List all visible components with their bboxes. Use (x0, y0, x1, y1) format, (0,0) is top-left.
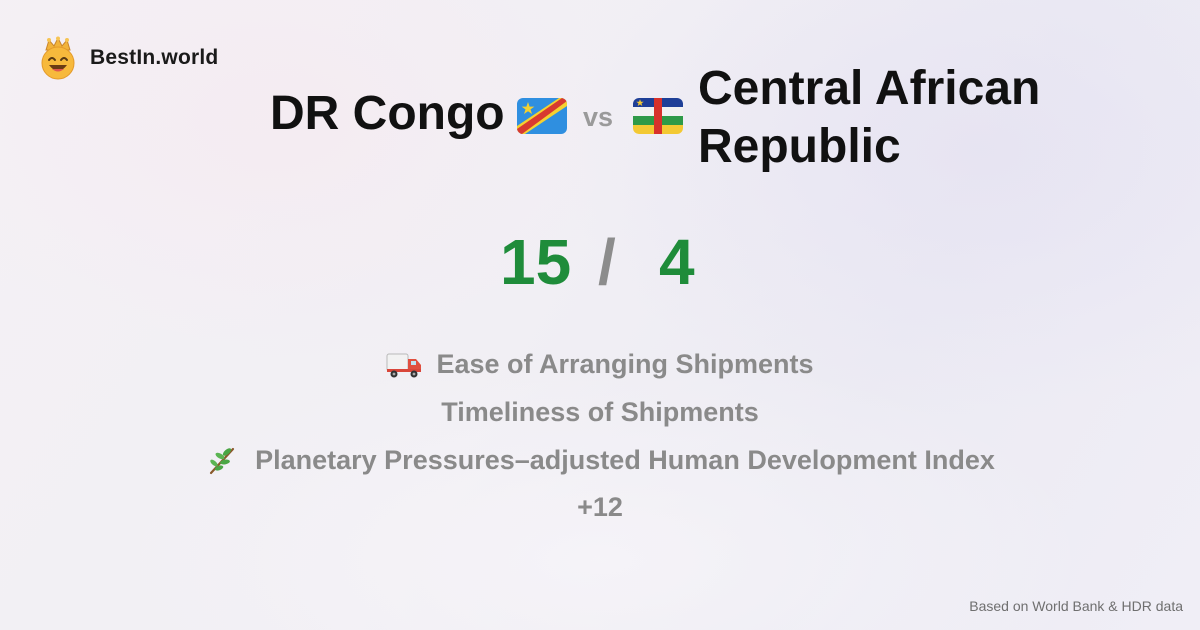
dr-congo-flag-icon (517, 98, 567, 134)
metric-label: Planetary Pressures–adjusted Human Devel… (255, 444, 995, 475)
central-african-republic-flag-icon (633, 98, 683, 134)
metric-label: Ease of Arranging Shipments (436, 348, 814, 379)
metric-item[interactable]: Planetary Pressures–adjusted Human Devel… (0, 436, 1200, 484)
metric-item[interactable]: Timeliness of Shipments (0, 388, 1200, 436)
metric-label: Timeliness of Shipments (441, 396, 759, 427)
left-score: 15 (500, 226, 572, 298)
more-metrics-link[interactable]: +12 (577, 491, 623, 522)
right-country-name[interactable]: Central African Republic (698, 62, 1041, 173)
brand-name: BestIn.world (90, 46, 219, 69)
comparison-header: DR Congo vs Central African Republic (0, 60, 1200, 176)
right-score: 4 (659, 226, 695, 298)
brand[interactable]: BestIn.world (38, 36, 218, 80)
score-separator: / (598, 226, 616, 298)
crown-smiley-icon (41, 36, 75, 80)
left-country-name[interactable]: DR Congo (270, 87, 505, 140)
metric-item[interactable]: Ease of Arranging Shipments (0, 340, 1200, 388)
vs-label: vs (583, 102, 614, 132)
score: 15 / 4 (0, 225, 1200, 305)
metric-list: Ease of Arranging Shipments Timeliness o… (0, 340, 1200, 530)
data-source-note: Based on World Bank & HDR data (969, 598, 1183, 614)
truck-icon (386, 353, 422, 378)
plant-branch-icon (210, 447, 235, 475)
